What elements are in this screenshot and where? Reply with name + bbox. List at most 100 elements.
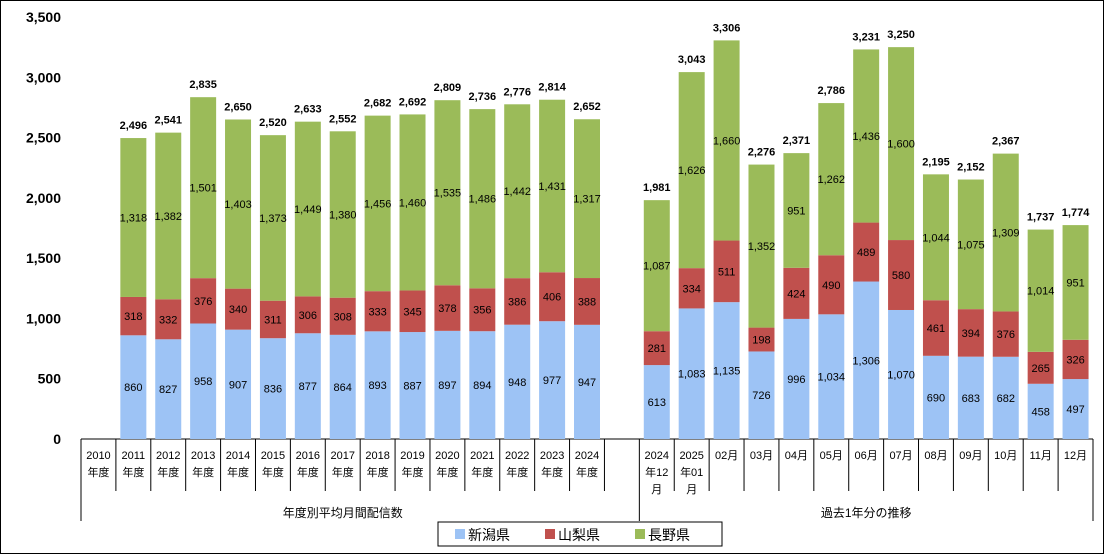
data-label: 958 (194, 376, 212, 388)
data-label: 894 (473, 380, 491, 392)
bar-segment (818, 103, 845, 256)
bar-segment (294, 296, 321, 334)
data-label: 1,044 (922, 232, 950, 244)
data-label: 996 (787, 374, 805, 386)
data-label: 877 (299, 381, 317, 393)
y-tick-label: 3,000 (26, 69, 61, 85)
x-tick-label: 2015 (261, 450, 285, 462)
bar-segment (364, 115, 391, 292)
bar-segment (1062, 225, 1089, 340)
data-label: 1,449 (294, 204, 322, 216)
bar-segment (1062, 339, 1089, 380)
bar-segment (504, 104, 531, 279)
data-label: 897 (438, 380, 456, 392)
bar-segment (469, 288, 496, 332)
legend-swatch (455, 529, 465, 539)
total-label: 2,786 (818, 85, 846, 97)
bar-segment (539, 272, 566, 322)
bar-segment (957, 179, 984, 310)
data-label: 1,442 (503, 186, 531, 198)
bar-segment (434, 100, 461, 286)
y-tick-label: 1,000 (26, 310, 61, 326)
bar-segment (539, 99, 566, 273)
total-label: 3,306 (713, 22, 741, 34)
data-label: 726 (752, 390, 770, 402)
bar-segment (434, 330, 461, 439)
bar-segment (504, 278, 531, 325)
x-tick-label: 年度 (471, 465, 493, 479)
total-label: 2,776 (503, 86, 531, 98)
x-tick-label: 2018 (365, 450, 389, 462)
x-tick-label: 年度 (157, 465, 179, 479)
x-tick-label: 12月 (1064, 450, 1087, 462)
data-label: 1,306 (852, 355, 880, 367)
bar-segment (574, 119, 600, 279)
data-label: 1,373 (259, 213, 287, 225)
bar-segment (155, 339, 182, 439)
data-label: 1,309 (992, 228, 1020, 240)
total-label: 2,367 (992, 136, 1020, 148)
data-label: 1,014 (1027, 286, 1055, 298)
data-label: 887 (403, 381, 421, 393)
data-label: 860 (124, 382, 142, 394)
total-label: 2,835 (189, 79, 217, 91)
bar-segment (190, 97, 217, 279)
x-tick-label: 2025 (679, 450, 703, 462)
bar-segment (120, 335, 147, 439)
x-tick-label: 年度 (297, 465, 319, 479)
bar-segment (259, 338, 286, 439)
bar-segment (678, 308, 705, 439)
x-tick-label: 11月 (1029, 450, 1051, 462)
bar-segment (504, 324, 531, 439)
y-tick-label: 1,500 (26, 250, 61, 266)
bar-segment (434, 285, 461, 331)
x-tick-label: 2012 (156, 450, 180, 462)
total-label: 2,520 (259, 117, 287, 129)
data-label: 1,460 (399, 197, 427, 209)
data-label: 1,352 (748, 241, 776, 253)
x-tick-label: 年度 (576, 465, 598, 479)
bar-segment (1062, 379, 1089, 439)
bar-segment (713, 302, 740, 439)
y-tick-label: 500 (38, 371, 62, 387)
data-label: 332 (159, 314, 177, 326)
bar-segment (329, 131, 356, 298)
bar-segment (957, 356, 984, 439)
bar-segment (818, 314, 845, 439)
x-tick-label: 年度 (541, 465, 563, 479)
bar-segment (225, 119, 252, 289)
bar-segment (853, 281, 880, 439)
legend-label: 新潟県 (468, 527, 510, 543)
bar-segment (678, 72, 705, 269)
total-label: 2,371 (783, 135, 811, 147)
x-tick-label: 年度 (227, 465, 249, 479)
bar-segment (469, 109, 496, 289)
group-label: 過去1年分の推移 (821, 506, 912, 520)
bar-segment (678, 268, 705, 309)
bar-segment (574, 324, 600, 439)
bar-segment (1027, 351, 1054, 384)
x-tick-label: 年度 (192, 465, 214, 479)
data-label: 951 (787, 205, 805, 217)
bar-segment (294, 121, 321, 297)
total-label: 2,652 (573, 101, 601, 113)
total-label: 3,043 (678, 54, 706, 66)
total-label: 3,250 (887, 29, 915, 41)
data-label: 1,436 (852, 131, 880, 143)
x-tick-label: 2013 (191, 450, 215, 462)
data-label: 1,382 (154, 211, 182, 223)
x-tick-label: 2021 (470, 450, 494, 462)
data-label: 1,070 (887, 369, 915, 381)
x-tick-label: 07月 (889, 450, 912, 462)
bar-segment (713, 240, 740, 303)
data-label: 386 (508, 296, 526, 308)
data-label: 333 (368, 306, 386, 318)
bar-segment (922, 300, 949, 356)
y-tick-label: 3,500 (26, 9, 61, 25)
x-tick-label: 2011 (122, 450, 146, 462)
bar-segment (922, 174, 949, 301)
x-tick-label: 年度 (367, 465, 389, 479)
x-tick-label: 2020 (435, 450, 459, 462)
data-label: 1,135 (713, 366, 741, 378)
total-label: 2,633 (294, 104, 322, 116)
